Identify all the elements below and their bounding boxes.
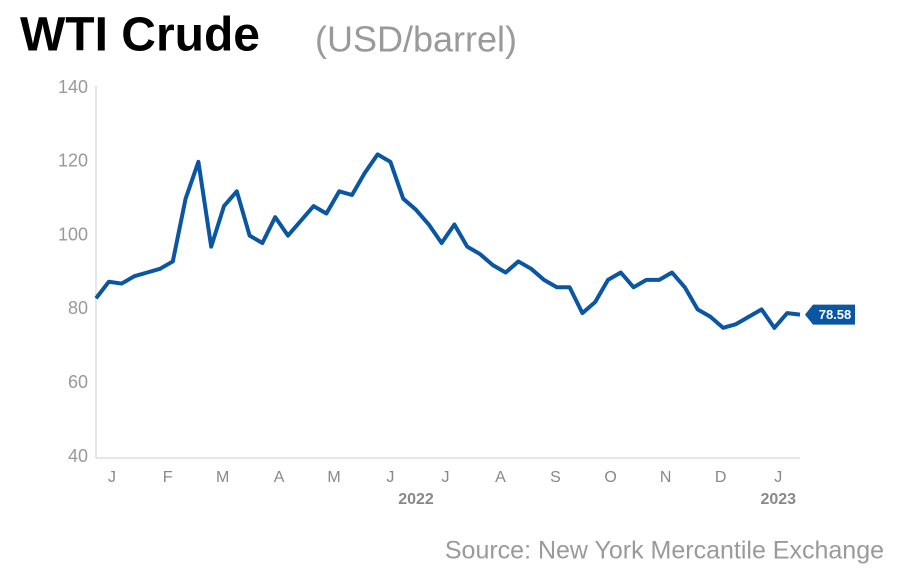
x-tick-label: J (108, 469, 116, 486)
year-label: 2023 (760, 491, 796, 508)
x-tick-label: J (774, 469, 782, 486)
value-label: 78.58 (819, 307, 852, 322)
y-tick-label: 60 (68, 372, 88, 392)
x-tick-label: O (604, 469, 616, 486)
value-flag (805, 304, 855, 325)
x-tick-label: M (216, 469, 229, 486)
chart-subtitle: (USD/barrel) (315, 19, 517, 60)
x-tick-label: S (550, 469, 561, 486)
x-tick-label: F (163, 469, 173, 486)
x-tick-label: M (327, 469, 340, 486)
price-line (94, 152, 801, 330)
x-tick-label: D (715, 469, 727, 486)
x-tick-label: J (386, 469, 394, 486)
x-tick-label: J (441, 469, 449, 486)
y-tick-label: 100 (58, 224, 88, 244)
y-tick-label: 80 (68, 298, 88, 318)
x-tick-label: A (495, 469, 506, 486)
source: Source: New York Mercantile Exchange (445, 537, 884, 565)
y-tick-label: 140 (58, 77, 88, 97)
y-tick-label: 120 (58, 151, 88, 171)
year-label: 2022 (398, 491, 434, 508)
chart-title: WTI Crude (20, 9, 260, 62)
y-tick-label: 40 (68, 446, 88, 466)
x-tick-label: N (660, 469, 672, 486)
x-tick-label: A (274, 469, 285, 486)
